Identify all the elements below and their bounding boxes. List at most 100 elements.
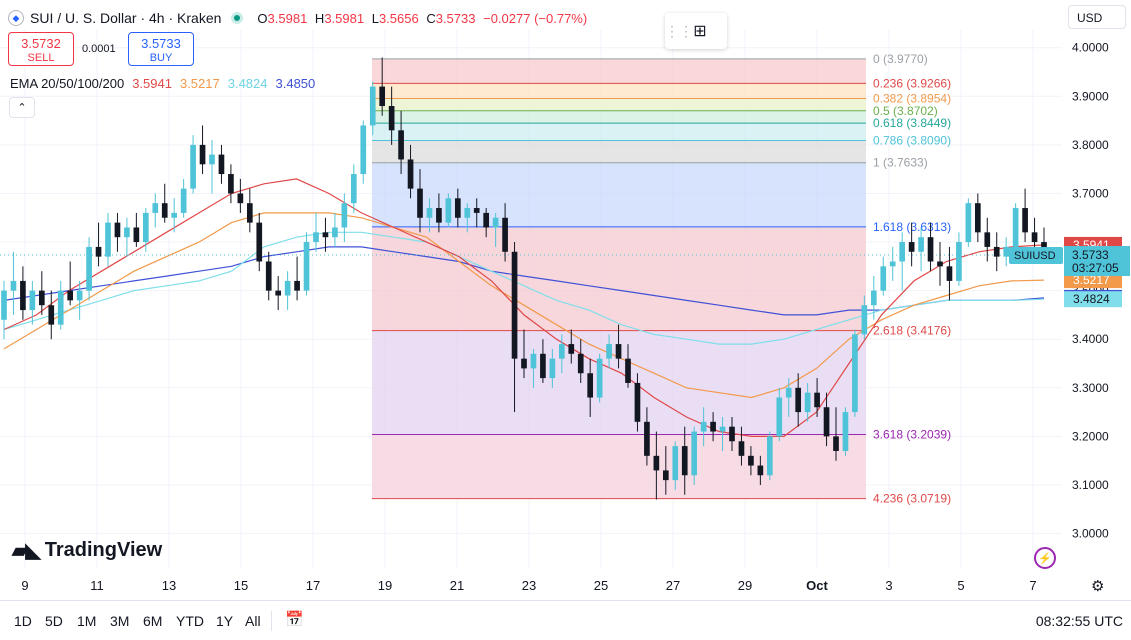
symbol-tag bbox=[1009, 247, 1063, 265]
candle-body bbox=[511, 251, 518, 359]
object-tree-icon[interactable]: ⊞ bbox=[693, 23, 707, 40]
symbol-title[interactable]: SUI / U. S. Dollar · 4h · Kraken bbox=[30, 10, 222, 26]
price-label: 3.5217 bbox=[1073, 273, 1110, 287]
timeframe-ytd[interactable]: YTD bbox=[176, 613, 204, 629]
candle-body bbox=[152, 203, 159, 213]
candle-body bbox=[653, 455, 660, 471]
floating-toolbar[interactable]: ⋮⋮ ⊞ bbox=[665, 13, 727, 49]
fib-level-label: 4.236 (3.0719) bbox=[873, 492, 951, 506]
buy-button[interactable]: 3.5733 BUY bbox=[128, 32, 194, 66]
calendar-range-icon[interactable]: 📅 bbox=[285, 611, 304, 628]
fib-level-label: 0.618 (3.8449) bbox=[873, 116, 951, 130]
candle-body bbox=[436, 208, 442, 223]
candle-body bbox=[502, 217, 508, 252]
chevron-up-icon: ⌃ bbox=[17, 102, 27, 114]
tradingview-logo[interactable]: ▰◣ TradingView bbox=[12, 538, 162, 563]
fib-level-label: 1 (3.7633) bbox=[873, 156, 928, 170]
candle-body bbox=[804, 392, 811, 413]
candle-body bbox=[530, 353, 537, 369]
candle-body bbox=[908, 242, 915, 252]
collapse-legend-button[interactable]: ⌃ bbox=[9, 97, 35, 118]
candle-body bbox=[785, 387, 792, 398]
y-tick-label: 3.8000 bbox=[1072, 138, 1109, 152]
candle-body bbox=[124, 227, 130, 238]
candle-body bbox=[142, 212, 149, 243]
candle-body bbox=[161, 203, 168, 218]
fib-zone bbox=[372, 226, 866, 331]
candle-body bbox=[209, 154, 215, 165]
x-tick-label: 23 bbox=[522, 578, 536, 593]
candle-body bbox=[190, 144, 196, 189]
candle-body bbox=[275, 290, 282, 296]
candle-body bbox=[984, 232, 991, 247]
candle-body bbox=[889, 261, 896, 267]
candle-body bbox=[540, 353, 546, 379]
sell-button[interactable]: 3.5732 SELL bbox=[8, 32, 74, 66]
x-tick-label: 15 bbox=[234, 578, 248, 593]
x-tick-label: 5 bbox=[957, 578, 964, 593]
candle-body bbox=[1012, 208, 1019, 247]
candle-body bbox=[852, 334, 858, 413]
ema-legend[interactable]: EMA 20/50/100/200 3.5941 3.5217 3.4824 3.485… bbox=[10, 76, 323, 91]
candle-body bbox=[521, 358, 527, 369]
candle-body bbox=[814, 392, 820, 408]
fib-zone bbox=[372, 123, 866, 141]
candle-body bbox=[350, 174, 357, 204]
x-tick-label: Oct bbox=[806, 578, 828, 593]
candle-body bbox=[766, 436, 773, 476]
candle-body bbox=[379, 86, 386, 107]
drag-handle-icon[interactable]: ⋮⋮ bbox=[665, 22, 693, 39]
last-price-tag bbox=[1064, 246, 1130, 277]
candle-body bbox=[691, 431, 698, 476]
fib-level-label: 0.382 (3.8954) bbox=[873, 92, 951, 106]
utc-clock[interactable]: 08:32:55 UTC bbox=[1035, 613, 1123, 629]
ema-lines bbox=[0, 178, 1062, 437]
timeframe-5d[interactable]: 5D bbox=[45, 613, 63, 629]
candle-body bbox=[313, 232, 319, 243]
candle-body bbox=[748, 455, 754, 466]
timeframe-1m[interactable]: 1M bbox=[77, 613, 97, 629]
timeframe-1d[interactable]: 1D bbox=[14, 613, 32, 629]
candle-body bbox=[360, 125, 367, 175]
y-tick-label: 3.1000 bbox=[1072, 478, 1109, 492]
x-tick-label: 3 bbox=[885, 578, 892, 593]
candle-body bbox=[795, 387, 802, 413]
fib-zone bbox=[372, 58, 866, 84]
candle-body bbox=[199, 144, 206, 165]
candle-body bbox=[861, 305, 868, 335]
candle-body bbox=[180, 188, 187, 213]
brand-name: TradingView bbox=[44, 539, 163, 561]
candle-body bbox=[445, 198, 452, 223]
candle-body bbox=[133, 227, 140, 243]
ema-legend-label: EMA 20/50/100/200 bbox=[10, 76, 125, 91]
sui-drop-icon[interactable]: ◆ bbox=[8, 10, 24, 26]
timeframe-3m[interactable]: 3M bbox=[110, 613, 130, 629]
lightning-icon[interactable]: ⚡ bbox=[1034, 547, 1056, 569]
candle-body bbox=[1, 290, 7, 320]
candle-body bbox=[473, 208, 480, 213]
y-tick-label: 3.9000 bbox=[1072, 89, 1109, 103]
timeframe-1y[interactable]: 1Y bbox=[216, 613, 234, 629]
y-tick-label: 3.2000 bbox=[1072, 429, 1109, 443]
candle-body bbox=[303, 242, 310, 291]
ema100-value: 3.4824 bbox=[227, 76, 268, 91]
fib-level-label: 0.5 (3.8702) bbox=[873, 104, 938, 118]
bottom-toolbar: 1D 5D 1M 3M 6M YTD 1Y All 📅 08:32:55 UTC bbox=[0, 600, 1131, 640]
sell-price: 3.5732 bbox=[21, 36, 61, 51]
candle-body bbox=[114, 222, 121, 238]
timeframe-all[interactable]: All bbox=[245, 613, 261, 629]
currency-value: USD bbox=[1077, 11, 1103, 25]
candle-body bbox=[67, 290, 74, 301]
gear-icon[interactable]: ⚙ bbox=[1091, 578, 1105, 595]
ohlc-values: O3.5981 H3.5981 L3.5656 C3.5733 −0.0277 … bbox=[253, 11, 587, 26]
tradingview-mark-icon: ▰◣ bbox=[12, 540, 41, 562]
candle-body bbox=[369, 86, 376, 126]
x-tick-label: 17 bbox=[306, 578, 320, 593]
close-value: 3.5733 bbox=[435, 10, 476, 26]
timeframe-6m[interactable]: 6M bbox=[143, 613, 163, 629]
price-label-bg bbox=[1064, 291, 1122, 308]
currency-select[interactable]: USD bbox=[1068, 5, 1126, 29]
candle-body bbox=[606, 344, 612, 359]
high-label: H bbox=[314, 10, 325, 26]
